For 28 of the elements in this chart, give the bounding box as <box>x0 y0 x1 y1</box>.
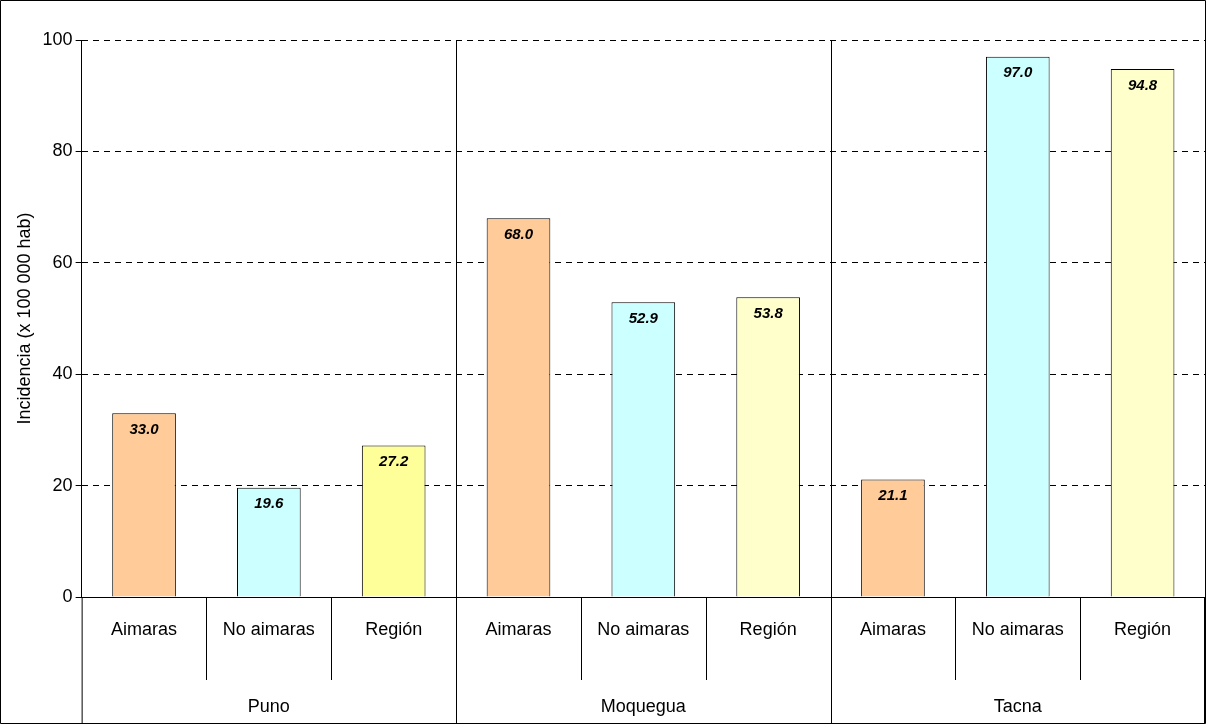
y-tick-label: 20 <box>52 474 73 495</box>
y-tick-label: 0 <box>62 585 73 606</box>
data-label: 27.2 <box>378 452 409 470</box>
series-label: No aimaras <box>597 618 690 639</box>
data-label: 52.9 <box>628 308 659 326</box>
data-label: 68.0 <box>503 224 534 242</box>
y-axis-title: Incidencia (x 100 000 hab) <box>13 212 34 425</box>
x-tick-label: Moquegua <box>600 695 687 716</box>
data-label: 97.0 <box>1003 63 1034 81</box>
series-label: Aimaras <box>485 618 552 639</box>
series-label: Región <box>365 618 423 639</box>
text: No aimaras <box>971 618 1064 639</box>
data-label: 19.6 <box>254 494 285 512</box>
data-label: 94.8 <box>1127 75 1158 93</box>
y-tick-label: 100 <box>42 28 73 49</box>
data-label: 53.8 <box>753 303 784 321</box>
data-label: 33.0 <box>129 419 160 437</box>
text: Aimaras <box>859 618 926 639</box>
x-tick-label: Tacna <box>993 695 1043 716</box>
y-tick-label: 40 <box>52 363 73 384</box>
text: Aimaras <box>111 618 178 639</box>
data-label: 21.1 <box>877 486 908 504</box>
text: Región <box>739 618 797 639</box>
y-tick-label: 60 <box>52 251 73 272</box>
text: Región <box>1114 618 1172 639</box>
text: No aimaras <box>222 618 315 639</box>
x-tick-label: Puno <box>247 695 290 716</box>
y-tick-label: 80 <box>52 140 73 161</box>
